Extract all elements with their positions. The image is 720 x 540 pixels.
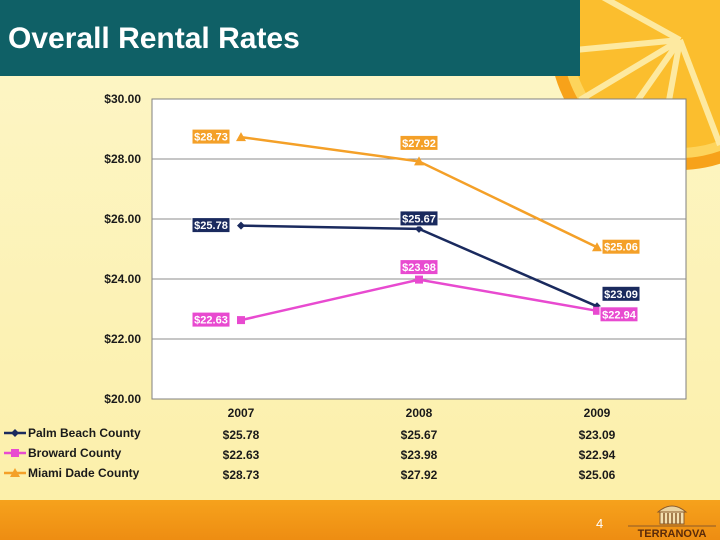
data-point-triangle [236, 132, 246, 142]
data-label: $23.09 [604, 289, 638, 301]
table-cell-value: $22.63 [223, 448, 260, 462]
data-label-box [399, 210, 439, 227]
table-cell-value: $23.09 [579, 428, 616, 442]
data-label: $22.94 [602, 309, 637, 321]
legend-marker [11, 449, 19, 457]
y-tick-label: $22.00 [104, 332, 141, 346]
data-label: $28.73 [194, 132, 228, 144]
svg-text:TERRANOVA: TERRANOVA [638, 528, 707, 540]
legend-row: Broward County $22.63 $23.98 $22.94 [4, 446, 616, 462]
data-point-triangle [592, 242, 602, 252]
data-point-square [415, 275, 423, 284]
rental-rates-chart: $20.00 $22.00 $24.00 $26.00 $28.00 $30.00 200… [4, 92, 687, 482]
legend-series-name: Miami Dade County [28, 466, 140, 480]
table-cell-value: $25.06 [579, 468, 616, 482]
footer-bar [0, 500, 720, 540]
data-point-diamond [237, 221, 245, 230]
terranova-logo: TERRANOVA [628, 505, 716, 540]
data-point-diamond [415, 224, 423, 233]
series-lines: $25.78 $25.67 $23.09 $22.63 $23.98 $22.94 $28.… [191, 128, 641, 328]
x-tick-label: 2008 [406, 406, 433, 420]
table-cell-value: $25.78 [223, 428, 260, 442]
table-cell-value: $22.94 [579, 448, 616, 462]
data-label: $25.06 [604, 242, 638, 254]
data-label: $25.78 [194, 220, 228, 232]
data-point-square [593, 306, 601, 315]
series-broward-county: $22.63 $23.98 $22.94 [191, 259, 639, 328]
data-point-triangle [414, 156, 424, 166]
data-label-box [599, 306, 639, 323]
data-label: $23.98 [402, 262, 436, 274]
slide-title: Overall Rental Rates [8, 22, 300, 55]
y-tick-label: $24.00 [104, 272, 141, 286]
data-label-box [191, 128, 231, 145]
x-tick-label: 2009 [584, 406, 611, 420]
y-axis-tick-labels: $20.00 $22.00 $24.00 $26.00 $28.00 $30.00 [104, 92, 141, 406]
data-label-box [191, 217, 231, 234]
data-label-box [601, 285, 641, 302]
table-cell-value: $28.73 [223, 468, 260, 482]
table-cell-value: $23.98 [401, 448, 438, 462]
table-cell-value: $25.67 [401, 428, 438, 442]
title-bar: Overall Rental Rates [0, 0, 580, 76]
y-tick-label: $20.00 [104, 392, 141, 406]
data-label-box [399, 259, 439, 276]
legend-marker [11, 429, 19, 437]
legend-marker [10, 468, 20, 477]
data-table-legend: Palm Beach County $25.78 $25.67 $23.09 Browa… [4, 426, 616, 482]
y-tick-label: $28.00 [104, 152, 141, 166]
series-palm-beach-county: $25.78 $25.67 $23.09 [191, 210, 641, 311]
x-tick-label: 2007 [228, 406, 255, 420]
data-label-box [399, 134, 439, 151]
data-label: $25.67 [402, 213, 436, 225]
data-label: $27.92 [402, 138, 436, 150]
page-number: 4 [596, 516, 604, 531]
series-miami-dade-county: $28.73 $27.92 $25.06 [191, 128, 641, 255]
legend-row: Miami Dade County $28.73 $27.92 $25.06 [4, 466, 616, 482]
legend-series-name: Broward County [28, 446, 122, 460]
data-point-square [237, 316, 245, 325]
legend-series-name: Palm Beach County [28, 426, 141, 440]
data-label: $22.63 [194, 315, 228, 327]
table-cell-value: $27.92 [401, 468, 438, 482]
data-label-box [191, 311, 231, 328]
y-tick-label: $30.00 [104, 92, 141, 106]
data-label-box [601, 238, 641, 255]
y-tick-label: $26.00 [104, 212, 141, 226]
legend-row: Palm Beach County $25.78 $25.67 $23.09 [4, 426, 616, 442]
x-axis-tick-labels: 2007 2008 2009 [228, 406, 611, 420]
